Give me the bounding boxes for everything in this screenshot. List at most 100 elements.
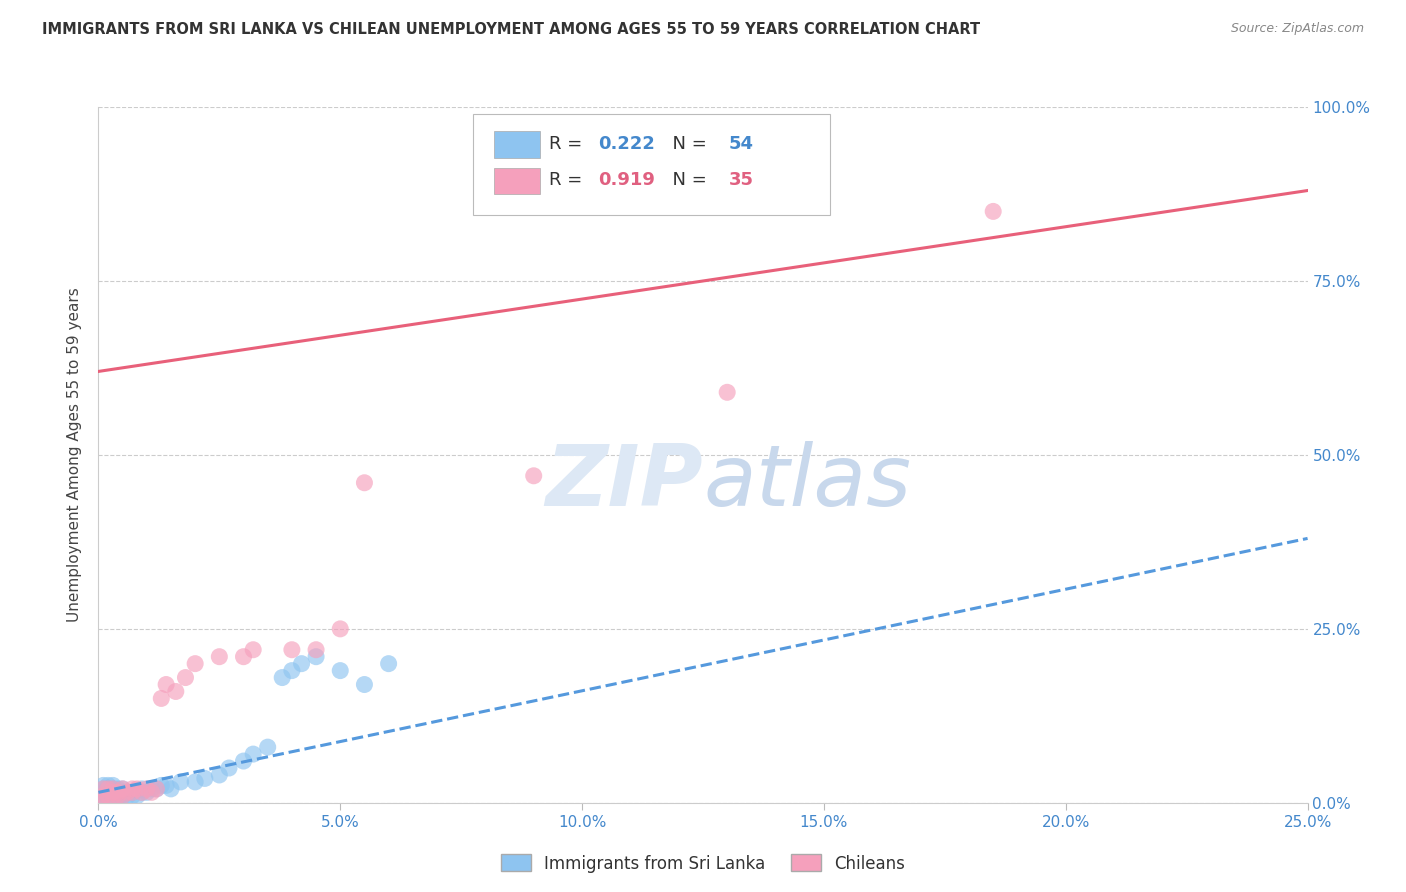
Point (97, 789, 120, 803)
Point (174, 671, 197, 685)
Point (281, 642, 304, 657)
Point (353, 677, 375, 691)
Point (117, 785, 139, 799)
Point (716, 385, 738, 400)
Point (208, 649, 231, 664)
Point (111, 781, 134, 796)
Point (145, 781, 167, 796)
Point (107, 785, 129, 799)
Point (353, 475, 375, 490)
Point (131, 785, 153, 799)
Point (256, 740, 278, 755)
Point (101, 785, 124, 799)
Point (97, 789, 120, 803)
Point (141, 785, 163, 799)
Point (305, 642, 328, 657)
Point (91, 789, 114, 803)
Point (150, 778, 173, 792)
Point (169, 775, 191, 789)
Point (101, 781, 124, 796)
Point (91, 785, 114, 799)
Point (91, 781, 114, 796)
Text: 35: 35 (728, 171, 754, 189)
Point (150, 691, 173, 706)
Text: N =: N = (661, 171, 713, 189)
FancyBboxPatch shape (474, 114, 830, 215)
Text: atlas: atlas (703, 442, 911, 524)
Point (91, 781, 114, 796)
Text: 54: 54 (728, 135, 754, 153)
Point (141, 781, 163, 796)
Point (121, 781, 143, 796)
Point (155, 778, 177, 792)
Point (194, 772, 217, 786)
Text: R =: R = (550, 171, 589, 189)
Text: IMMIGRANTS FROM SRI LANKA VS CHILEAN UNEMPLOYMENT AMONG AGES 55 TO 59 YEARS CORR: IMMIGRANTS FROM SRI LANKA VS CHILEAN UNE… (42, 22, 980, 37)
Point (97, 778, 120, 792)
Legend: Immigrants from Sri Lanka, Chileans: Immigrants from Sri Lanka, Chileans (495, 847, 911, 880)
Text: ZIP: ZIP (546, 442, 703, 524)
Point (107, 792, 129, 806)
Point (91, 778, 114, 792)
Point (305, 649, 328, 664)
Point (90, 792, 112, 806)
Text: R =: R = (550, 135, 589, 153)
Point (242, 642, 264, 657)
Point (117, 785, 139, 799)
Point (208, 768, 231, 782)
Point (377, 657, 399, 671)
Text: 0.222: 0.222 (598, 135, 655, 153)
Point (90, 792, 112, 806)
Point (101, 778, 124, 792)
Point (184, 657, 207, 671)
Point (329, 622, 352, 636)
Point (107, 789, 129, 803)
Point (121, 785, 143, 799)
FancyBboxPatch shape (494, 131, 540, 158)
Point (91, 789, 114, 803)
Point (127, 789, 149, 803)
Point (127, 781, 149, 796)
Text: N =: N = (661, 135, 713, 153)
Point (218, 761, 240, 775)
Point (131, 785, 153, 799)
Point (101, 781, 124, 796)
Point (232, 754, 254, 768)
Point (981, 204, 1004, 219)
Point (290, 657, 312, 671)
Point (101, 785, 124, 799)
Point (107, 785, 129, 799)
Point (117, 789, 139, 803)
Point (101, 789, 124, 803)
Point (145, 781, 167, 796)
FancyBboxPatch shape (494, 168, 540, 194)
Point (97, 781, 120, 796)
Point (184, 775, 207, 789)
Point (155, 677, 177, 691)
Point (242, 747, 264, 761)
Point (107, 781, 129, 796)
Point (111, 781, 134, 796)
Point (523, 468, 546, 483)
Point (101, 789, 124, 803)
Point (135, 781, 157, 796)
Point (111, 789, 134, 803)
Point (97, 781, 120, 796)
Point (121, 789, 143, 803)
Point (91, 789, 114, 803)
Point (111, 785, 134, 799)
Text: Source: ZipAtlas.com: Source: ZipAtlas.com (1230, 22, 1364, 36)
Point (131, 781, 153, 796)
Text: 0.919: 0.919 (598, 171, 655, 189)
Point (101, 790, 124, 805)
Point (97, 790, 120, 805)
Point (101, 792, 124, 806)
Point (107, 789, 129, 803)
Point (97, 785, 120, 799)
Point (135, 785, 157, 799)
Y-axis label: Unemployment Among Ages 55 to 59 years: Unemployment Among Ages 55 to 59 years (67, 287, 83, 623)
Point (111, 789, 134, 803)
Point (281, 664, 304, 678)
Point (97, 792, 120, 806)
Point (232, 649, 254, 664)
